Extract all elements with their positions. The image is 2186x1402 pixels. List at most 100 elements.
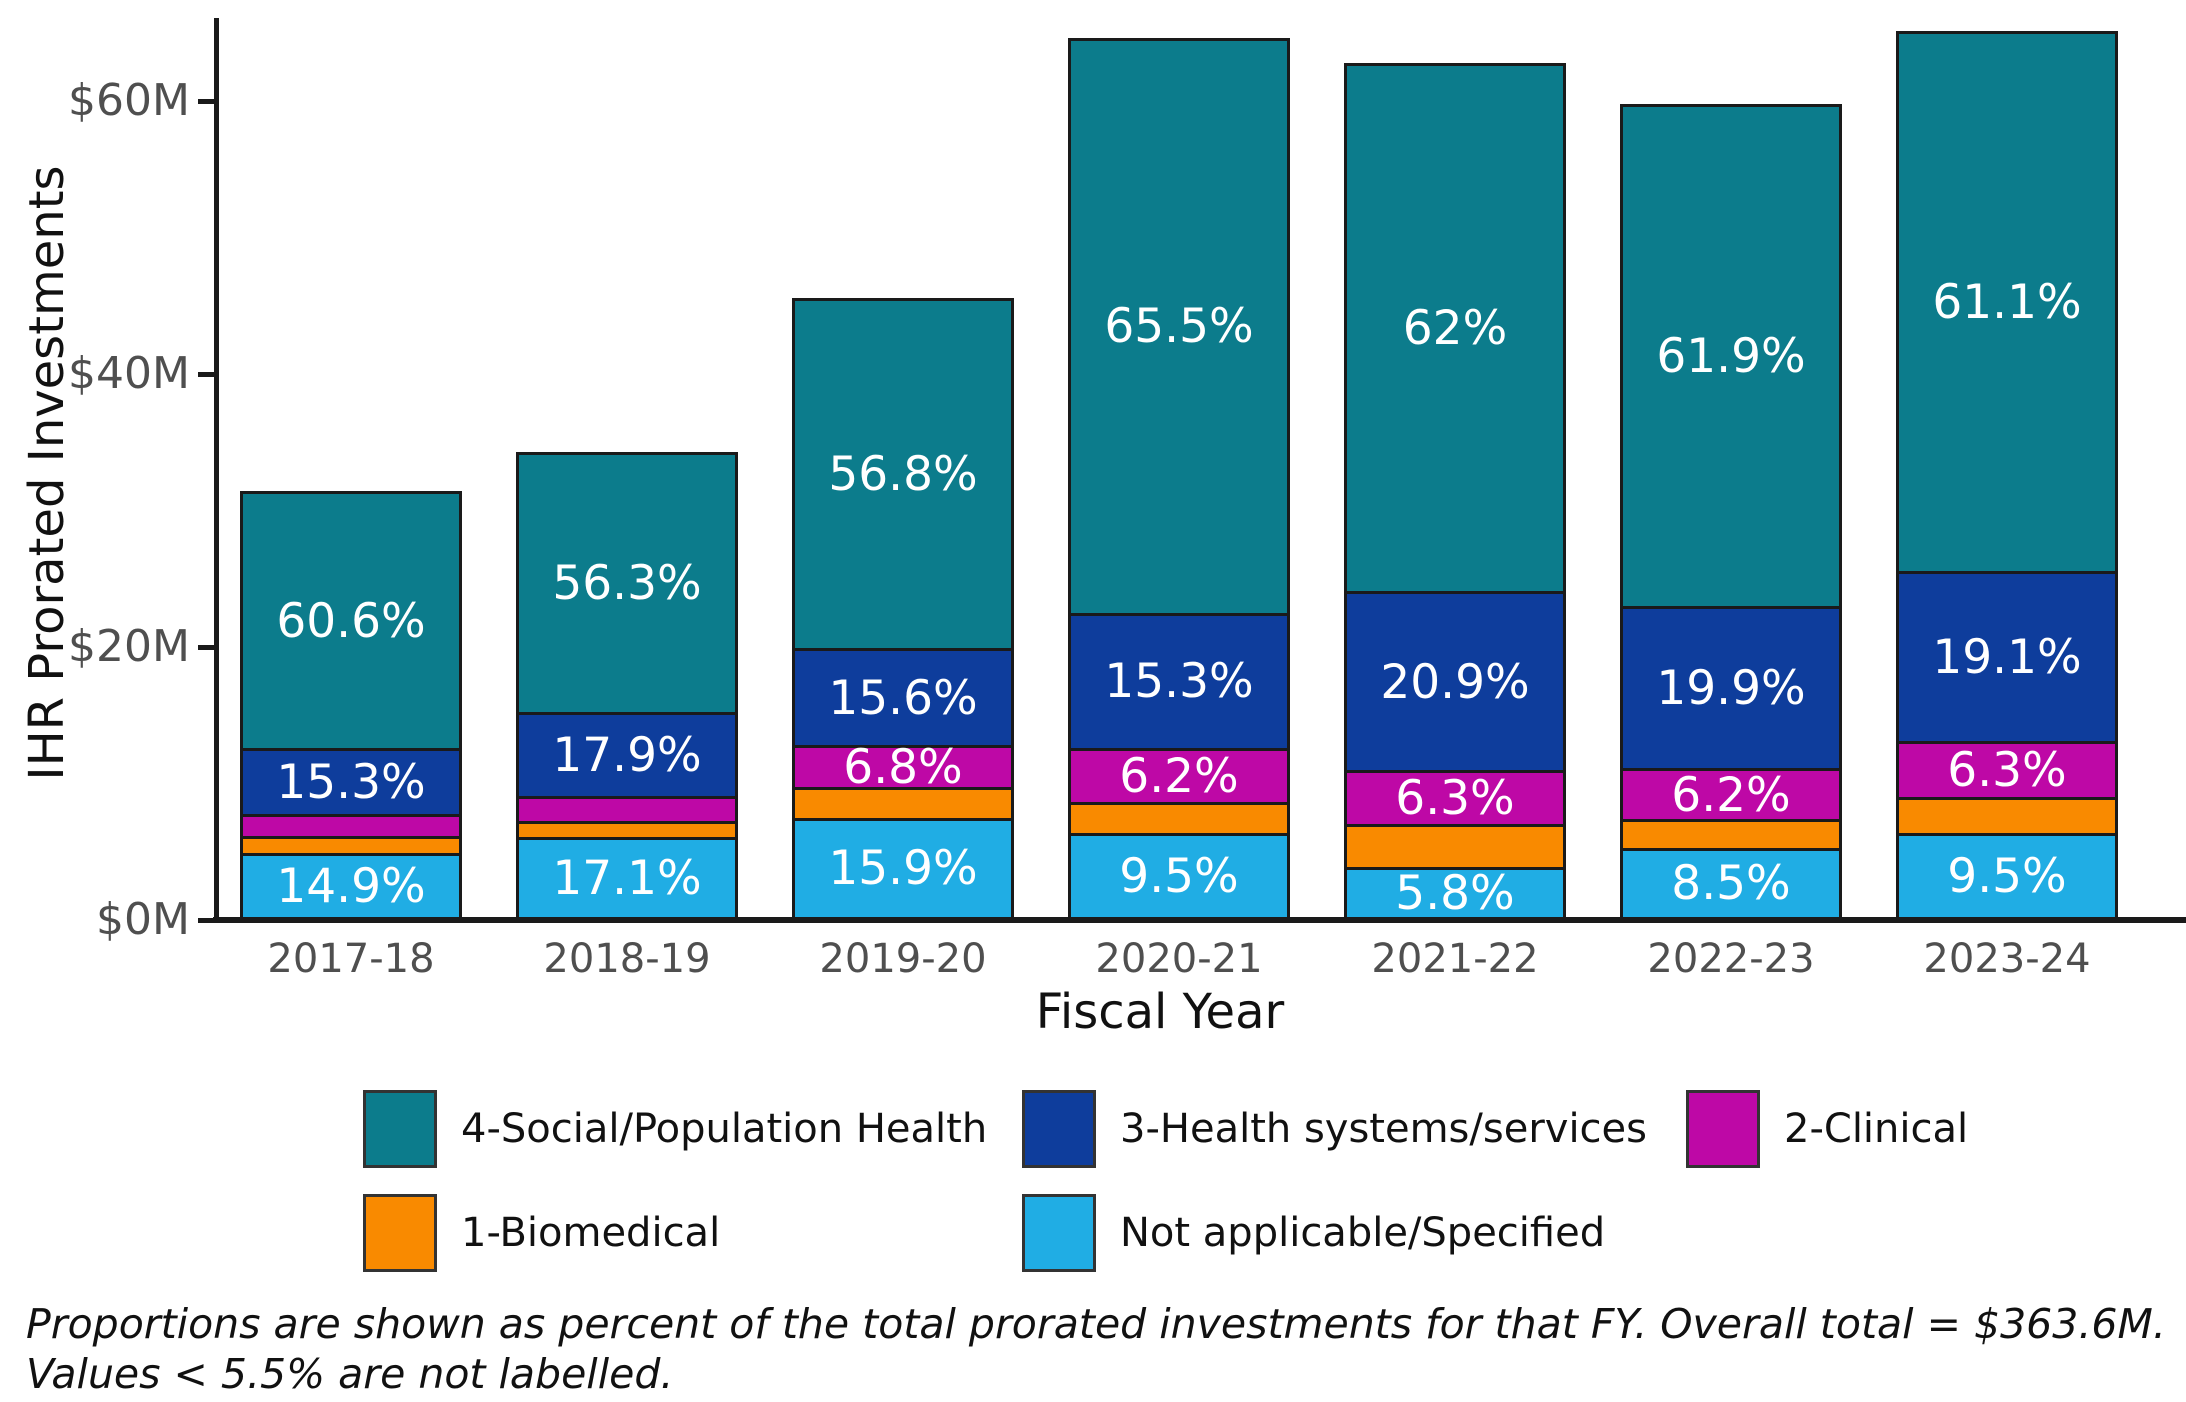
- legend-label: 1-Biomedical: [461, 1210, 721, 1256]
- bar-segment: 60.6%: [240, 491, 462, 752]
- legend-item-biomedical: 1-Biomedical: [363, 1194, 720, 1272]
- bar-segment-label: 14.9%: [276, 859, 426, 915]
- bar-segment: 62%: [1344, 62, 1566, 595]
- bar-segment-label: 60.6%: [276, 593, 426, 649]
- bar-segment: 15.3%: [240, 748, 462, 817]
- bar-segment-label: 17.1%: [552, 850, 702, 906]
- legend-swatch-health-systems: [1022, 1090, 1096, 1168]
- y-axis-title: IHR Prorated Investments: [19, 165, 75, 781]
- bar-segment: [516, 796, 738, 825]
- y-tick-label: $0M: [96, 894, 190, 945]
- bar-segment: 56.3%: [516, 451, 738, 716]
- x-tick-label: 2017-18: [267, 936, 435, 982]
- y-tick-label: $40M: [68, 348, 190, 399]
- bar-segment: [1896, 797, 2118, 836]
- bar-segment-label: 65.5%: [1104, 299, 1254, 355]
- footnote-line-2: Values < 5.5% are not labelled.: [26, 1350, 674, 1398]
- bar-segment-label: 15.9%: [828, 841, 978, 897]
- bar-segment: 61.9%: [1620, 103, 1842, 609]
- x-tick-label: 2020-21: [1095, 936, 1263, 982]
- bar-2018-19: 56.3% 17.9% 17.1%: [516, 451, 738, 920]
- legend-label: 3-Health systems/services: [1120, 1106, 1647, 1152]
- bar-segment-label: 9.5%: [1119, 849, 1239, 905]
- bar-segment-label: 19.9%: [1656, 661, 1806, 717]
- bar-segment: 56.8%: [792, 297, 1014, 652]
- bar-2023-24: 61.1% 19.1% 6.3% 9.5%: [1896, 31, 2118, 920]
- bar-segment: [1344, 824, 1566, 871]
- bar-segment: 6.2%: [1620, 767, 1842, 823]
- bar-segment-label: 15.3%: [276, 754, 426, 810]
- bar-segment-label: 9.5%: [1947, 848, 2067, 904]
- bar-segment-label: 6.2%: [1671, 767, 1791, 823]
- bar-segment-label: 6.2%: [1119, 749, 1239, 804]
- bar-2021-22: 62% 20.9% 6.3% 5.8%: [1344, 62, 1566, 922]
- legend-label: 4-Social/Population Health: [461, 1106, 988, 1152]
- legend-item-clinical: 2-Clinical: [1686, 1090, 1968, 1168]
- bar-segment: 14.9%: [240, 853, 462, 920]
- bar-2017-18: 60.6% 15.3% 14.9%: [240, 491, 462, 920]
- bar-2019-20: 56.8% 15.6% 6.8% 15.9%: [792, 297, 1014, 920]
- legend-swatch-not-applicable: [1022, 1194, 1096, 1272]
- bar-segment: 19.1%: [1896, 571, 2118, 745]
- x-axis-title: Fiscal Year: [1035, 984, 1285, 1040]
- y-tick: [198, 372, 215, 377]
- bar-segment-label: 15.6%: [828, 670, 978, 726]
- bar-segment-label: 61.9%: [1656, 328, 1806, 384]
- bar-segment: 65.5%: [1068, 38, 1290, 616]
- y-tick: [198, 645, 215, 650]
- legend-label: Not applicable/Specified: [1120, 1210, 1606, 1256]
- legend-label: 2-Clinical: [1784, 1106, 1969, 1152]
- bar-segment: 6.2%: [1068, 747, 1290, 806]
- bar-segment: 6.3%: [1896, 741, 2118, 800]
- bar-segment-label: 19.1%: [1932, 630, 2082, 686]
- bar-segment: [1620, 819, 1842, 851]
- y-tick: [198, 918, 215, 923]
- x-tick-label: 2018-19: [543, 936, 711, 982]
- x-axis-line: [213, 917, 2186, 923]
- bar-segment: [1068, 802, 1290, 837]
- bar-segment: 15.3%: [1068, 612, 1290, 751]
- bar-segment: 17.9%: [516, 712, 738, 800]
- bar-segment: 15.6%: [792, 648, 1014, 749]
- y-tick-label: $60M: [68, 75, 190, 126]
- bar-segment-label: 62%: [1402, 301, 1508, 356]
- bar-segment-label: 8.5%: [1671, 856, 1791, 912]
- bar-segment: 6.3%: [1344, 770, 1566, 828]
- bar-segment: 20.9%: [1344, 591, 1566, 774]
- bar-segment-label: 20.9%: [1380, 654, 1530, 710]
- bar-segment-label: 5.8%: [1395, 866, 1515, 922]
- bar-segment-label: 6.3%: [1395, 771, 1515, 827]
- bar-segment-label: 56.8%: [828, 446, 978, 502]
- x-tick-label: 2019-20: [819, 936, 987, 982]
- x-tick-label: 2023-24: [1923, 936, 2091, 982]
- legend-item-health-systems: 3-Health systems/services: [1022, 1090, 1647, 1168]
- bar-segment: 5.8%: [1344, 866, 1566, 922]
- legend-item-social: 4-Social/Population Health: [363, 1090, 987, 1168]
- bar-segment-label: 6.8%: [843, 740, 963, 796]
- legend-item-not-applicable: Not applicable/Specified: [1022, 1194, 1605, 1272]
- bar-segment: 15.9%: [792, 817, 1014, 920]
- bar-segment: 8.5%: [1620, 847, 1842, 920]
- legend-swatch-biomedical: [363, 1194, 437, 1272]
- bar-segment-label: 6.3%: [1947, 743, 2067, 799]
- bar-2020-21: 65.5% 15.3% 6.2% 9.5%: [1068, 38, 1290, 920]
- y-tick: [198, 99, 215, 104]
- bar-segment: 19.9%: [1620, 605, 1842, 772]
- bar-segment-label: 17.9%: [552, 728, 702, 784]
- x-tick-label: 2021-22: [1371, 936, 1539, 982]
- bar-segment: 6.8%: [792, 740, 1014, 795]
- legend-swatch-social: [363, 1090, 437, 1168]
- bar-segment: [792, 787, 1014, 821]
- legend-swatch-clinical: [1686, 1090, 1760, 1168]
- bar-segment: 9.5%: [1068, 833, 1290, 920]
- bar-segment: 9.5%: [1896, 832, 2118, 920]
- bar-segment: 61.1%: [1896, 31, 2118, 575]
- bar-segment-label: 61.1%: [1932, 275, 2082, 331]
- x-tick-label: 2022-23: [1647, 936, 1815, 982]
- y-tick-label: $20M: [68, 621, 190, 672]
- bar-segment-label: 56.3%: [552, 556, 702, 612]
- bar-2022-23: 61.9% 19.9% 6.2% 8.5%: [1620, 103, 1842, 920]
- y-axis-line: [214, 18, 219, 923]
- bar-segment: 17.1%: [516, 836, 738, 920]
